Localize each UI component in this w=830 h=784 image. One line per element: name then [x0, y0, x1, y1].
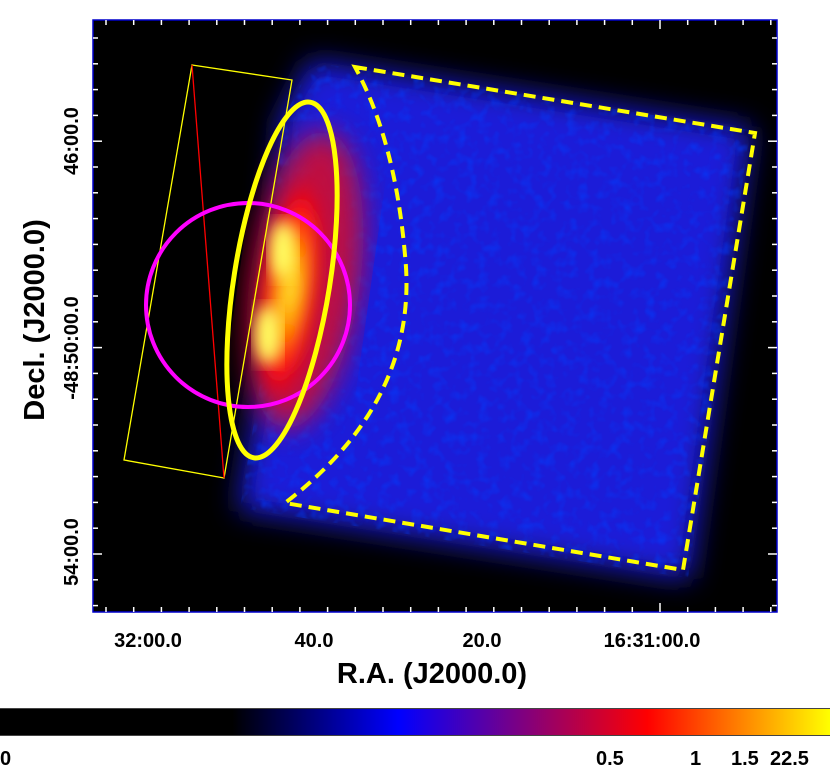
y-tick-label: 54:00.0	[61, 518, 83, 586]
overlay-regions	[123, 64, 758, 573]
dashed-region	[280, 64, 758, 573]
sky-image-plot: 32:00.0 40.0 20.0 16:31:00.0 46:00.0 -48…	[19, 19, 778, 690]
x-tick-label: 40.0	[295, 630, 334, 652]
diagonal-line	[191, 64, 225, 479]
colorbar-tick: 1.5	[731, 748, 759, 770]
x-axis-label: R.A. (J2000.0)	[337, 658, 527, 690]
x-tick-label: 32:00.0	[114, 630, 182, 652]
colorbar-tick: 0.5	[596, 748, 624, 770]
hotspot-upper	[269, 220, 297, 280]
x-tick-label: 16:31:00.0	[604, 630, 701, 652]
y-axis-label: Decl. (J2000.0)	[19, 219, 51, 421]
y-tick-label: -48:50:00.0	[61, 296, 83, 399]
colorbar-tick: 22.5	[770, 748, 809, 770]
frame-ticks	[93, 20, 777, 612]
y-tick-label: 46:00.0	[61, 107, 83, 175]
colorbar	[0, 708, 830, 736]
yellow-ellipse	[224, 99, 340, 461]
x-tick-label: 20.0	[463, 630, 502, 652]
colorbar-tick: 0	[0, 748, 12, 770]
hotspot-lower	[254, 305, 282, 365]
colorbar-tick: 1	[690, 748, 702, 770]
plot-frame	[92, 19, 778, 613]
